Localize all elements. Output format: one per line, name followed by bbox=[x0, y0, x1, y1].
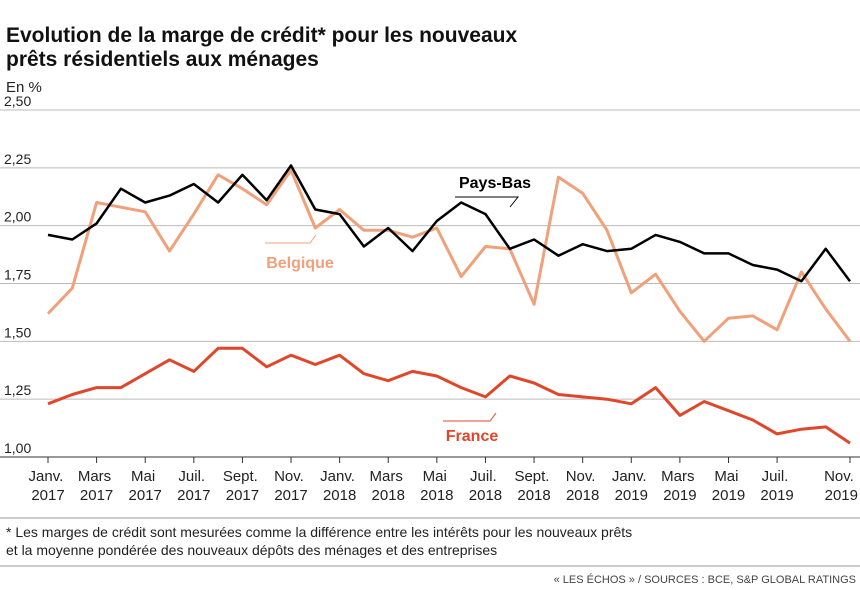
x-tick-label: Mai 2019 bbox=[712, 468, 745, 504]
y-tick-label: 2,50 bbox=[4, 93, 31, 109]
y-tick-label: 2,25 bbox=[4, 151, 31, 167]
x-tick-label: Nov. 2018 bbox=[566, 468, 600, 504]
chart-title: Evolution de la marge de crédit* pour le… bbox=[6, 24, 523, 71]
x-tick-label: Mars 2018 bbox=[369, 468, 407, 504]
x-tick-label: Mai 2018 bbox=[420, 468, 453, 504]
series-label: Belgique bbox=[266, 255, 334, 272]
x-tick-label: Sept. 2018 bbox=[514, 468, 553, 504]
x-tick-label: Mars 2017 bbox=[78, 468, 116, 504]
x-tick-label: Nov. 2017 bbox=[274, 468, 308, 504]
y-unit: En % bbox=[6, 79, 42, 96]
x-tick-label: Janv. 2017 bbox=[29, 468, 68, 504]
x-tick-label: Nov. 2019 bbox=[824, 468, 858, 504]
x-tick-label: Juil. 2019 bbox=[760, 468, 793, 504]
x-tick-label: Mars 2019 bbox=[661, 468, 699, 504]
x-tick-label: Mai 2017 bbox=[129, 468, 162, 504]
y-tick-label: 2,00 bbox=[4, 209, 31, 225]
y-tick-label: 1,50 bbox=[4, 324, 31, 340]
x-tick-label: Sept. 2017 bbox=[223, 468, 262, 504]
x-tick-label: Juil. 2017 bbox=[177, 468, 210, 504]
source: « LES ÉCHOS » / SOURCES : BCE, S&P GLOBA… bbox=[554, 573, 856, 586]
series-line bbox=[47, 346, 851, 445]
x-tick-label: Juil. 2018 bbox=[469, 468, 502, 504]
label-callout bbox=[443, 412, 497, 422]
series-label: Pays-Bas bbox=[459, 175, 531, 192]
footnote: * Les marges de crédit sont mesurées com… bbox=[6, 524, 632, 540]
label-callout bbox=[265, 234, 317, 244]
series-label: France bbox=[446, 428, 499, 445]
label-callout bbox=[455, 196, 520, 208]
y-tick-label: 1,00 bbox=[4, 440, 31, 456]
x-tick-label: Janv. 2019 bbox=[612, 468, 651, 504]
y-tick-label: 1,75 bbox=[4, 267, 31, 283]
x-tick-label: Janv. 2018 bbox=[320, 468, 359, 504]
footnote: et la moyenne pondérée des nouveaux dépô… bbox=[6, 542, 497, 558]
y-tick-label: 1,25 bbox=[4, 382, 31, 398]
series-line bbox=[47, 164, 851, 283]
series-line bbox=[46, 168, 852, 343]
